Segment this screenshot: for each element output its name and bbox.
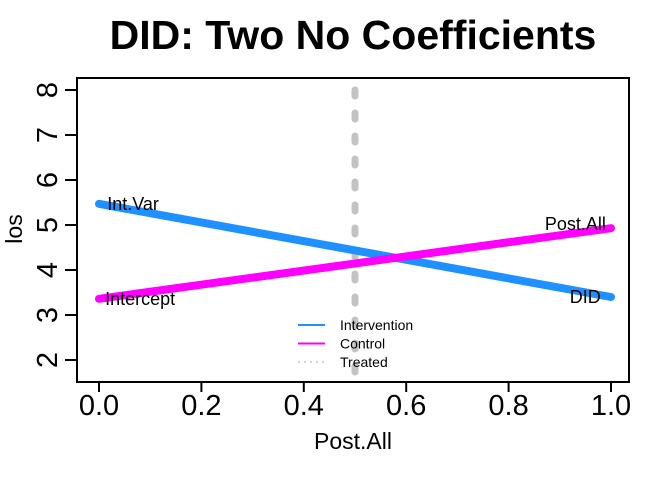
y-axis-tick-label: 6 — [32, 172, 64, 188]
y-axis-title: los — [1, 214, 27, 243]
x-axis-tick-label: 0.8 — [488, 390, 528, 422]
series-layer — [95, 199, 615, 303]
x-axis-tick-label: 0.6 — [386, 390, 426, 422]
x-axis-tick-label: 1.0 — [591, 390, 631, 422]
y-axis-tick-label: 7 — [32, 127, 64, 143]
legend-layer: Intervention Control Treated — [298, 317, 413, 370]
series-line-intervention — [95, 199, 615, 301]
annotation-label: Post.All — [545, 214, 606, 234]
x-axis-tick-label: 0.2 — [181, 390, 221, 422]
legend-entry-label: Intervention — [340, 317, 413, 333]
y-axis-tick-label: 8 — [32, 82, 64, 98]
y-axis-tick-label: 3 — [32, 307, 64, 323]
y-axis-tick-label: 4 — [32, 262, 64, 278]
x-axis-tick-label: 0.0 — [79, 390, 119, 422]
series-line-control — [95, 224, 615, 303]
x-axis-tick-label: 0.4 — [284, 390, 324, 422]
annotation-label: Intercept — [105, 289, 175, 309]
x-axis-title: Post.All — [314, 428, 392, 454]
legend-entry-label: Control — [340, 336, 385, 352]
annotations-layer: Int.Var Intercept Post.All DID — [105, 194, 606, 309]
plot-border — [76, 77, 630, 383]
ticks-layer: 0.0 0.2 0.4 0.6 0.8 1.0 2 3 4 5 6 7 8 — [32, 82, 631, 422]
y-axis-tick-label: 2 — [32, 352, 64, 368]
annotation-label: Int.Var — [107, 194, 159, 214]
chart-title: DID: Two No Coefficients — [109, 12, 597, 58]
legend-entry-label: Treated — [340, 354, 388, 370]
y-axis-tick-label: 5 — [32, 217, 64, 233]
annotation-label: DID — [570, 287, 601, 307]
